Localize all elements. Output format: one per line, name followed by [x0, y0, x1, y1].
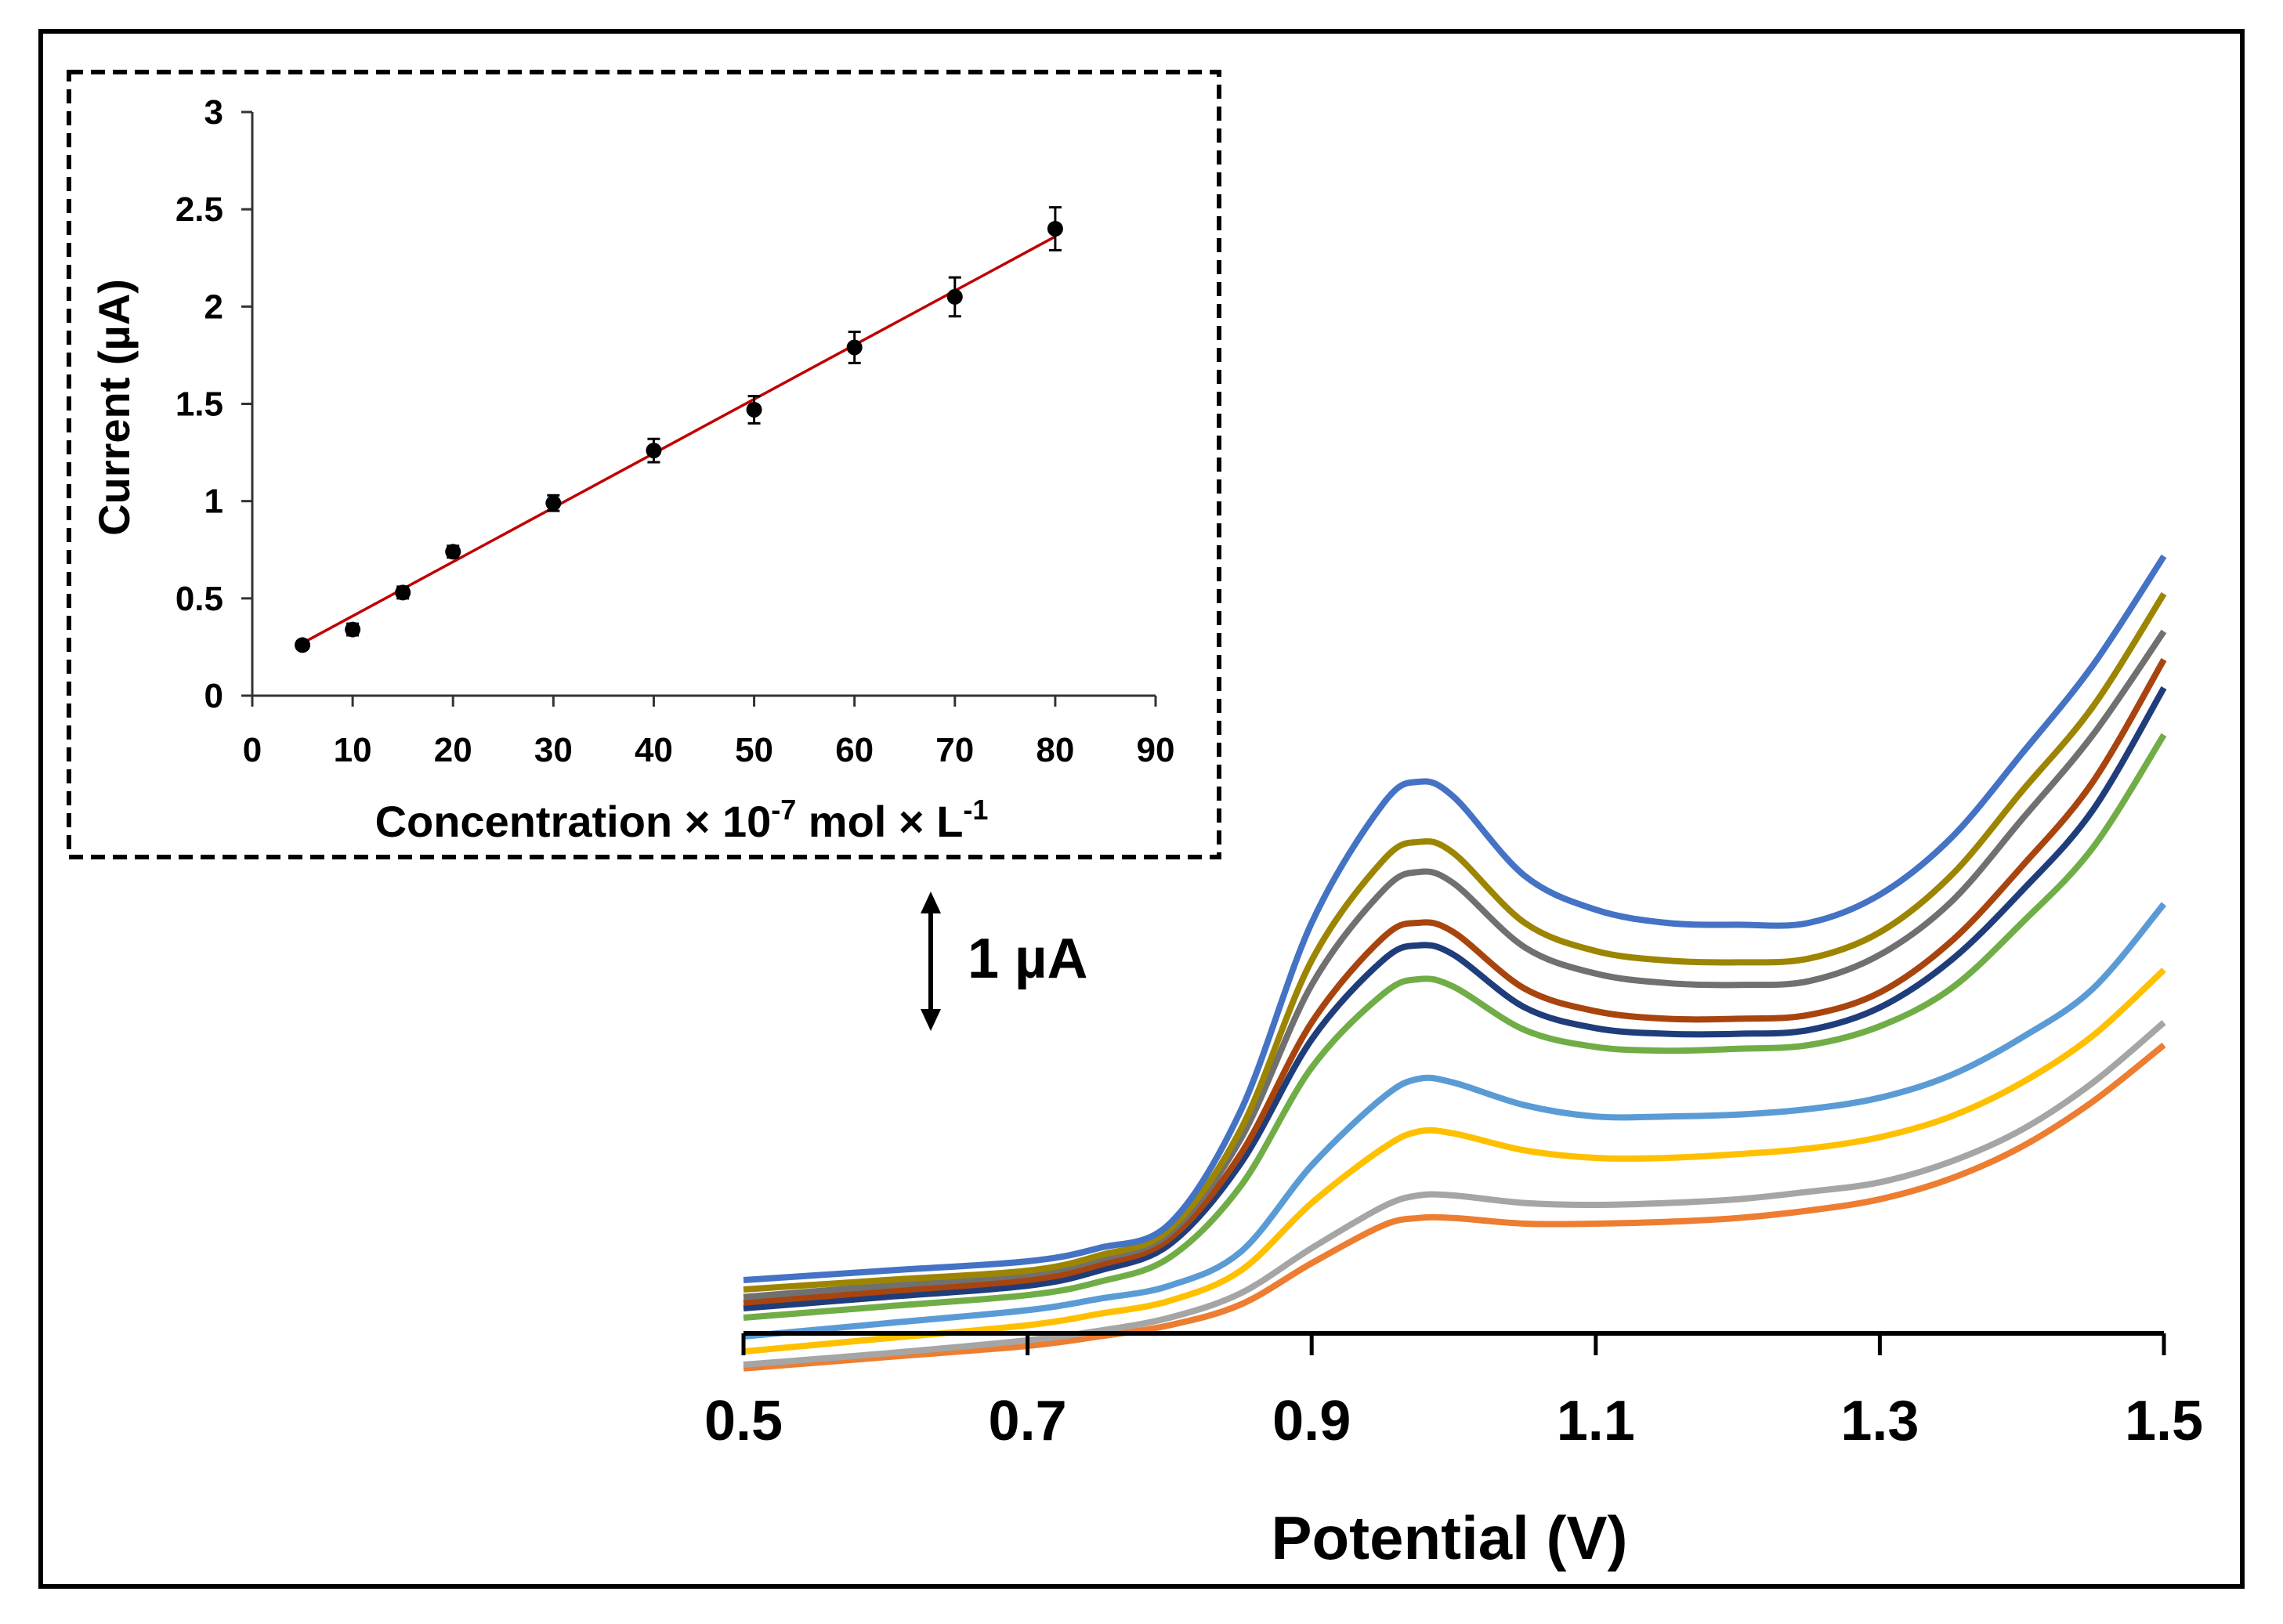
- inset-x-title-base: Concentration × 10: [375, 797, 772, 846]
- inset-x-tick-label: 40: [635, 731, 673, 769]
- inset-fit-line: [302, 235, 1056, 645]
- inset-x-tick-label: 20: [434, 731, 472, 769]
- inset-x-tick-label: 0: [243, 731, 262, 769]
- inset-x-title-mid: mol × L: [796, 797, 963, 846]
- main-x-tick-label: 1.3: [1840, 1390, 1919, 1452]
- inset-x-tick-label: 90: [1137, 731, 1175, 769]
- voltammogram-series-60: [743, 629, 2167, 1300]
- inset-x-tick-label: 10: [334, 731, 372, 769]
- main-x-tick-label: 0.9: [1272, 1390, 1351, 1452]
- inset-y-tick-label: 1.5: [175, 385, 223, 424]
- inset-data-point: [545, 495, 562, 512]
- inset-data-points: [295, 206, 1063, 653]
- main-x-tick-label: 1.1: [1557, 1390, 1635, 1452]
- inset-data-point: [345, 621, 361, 638]
- inset-data-point: [846, 339, 863, 356]
- main-x-ticks: [741, 1333, 2166, 1355]
- inset-border: [67, 70, 1221, 859]
- scale-bar-arrow-up-icon: [921, 892, 941, 913]
- inset-data-point: [646, 443, 662, 459]
- inset-x-tick-label: 30: [534, 731, 573, 769]
- voltammogram-series-70: [743, 591, 2167, 1293]
- main-x-axis-title: Potential (V): [1271, 1503, 1627, 1572]
- inset-data-point: [946, 288, 963, 305]
- inset-x-tick-labels: 0 10 20 30 40 50 60 70 80 90: [243, 731, 1175, 769]
- voltammogram-series-30: [743, 732, 2167, 1321]
- inset-x-title-exp2: -1: [963, 794, 988, 826]
- inset-data-point: [395, 584, 411, 601]
- inset-x-ticks: [251, 696, 1157, 707]
- inset-x-tick-label: 70: [935, 731, 974, 769]
- voltammogram-series-5: [743, 1042, 2166, 1372]
- inset-y-tick-label: 2: [204, 288, 223, 326]
- inset-y-tick-label: 2.5: [175, 190, 223, 229]
- inset-x-tick-label: 60: [835, 731, 874, 769]
- inset-data-point: [295, 637, 311, 653]
- voltammogram-series-80: [743, 554, 2167, 1283]
- inset-y-tick-label: 1: [204, 483, 223, 521]
- inset-y-tick-label: 0: [204, 677, 223, 715]
- voltammogram-series-40: [743, 685, 2167, 1311]
- inset-x-title-exp1: -7: [771, 794, 796, 826]
- inset-data-point: [445, 544, 461, 560]
- inset-y-tick-label: 0.5: [175, 580, 223, 618]
- inset-regression-line: [302, 235, 1056, 645]
- inset-data-point: [746, 401, 762, 418]
- inset-x-tick-label: 50: [735, 731, 773, 769]
- voltammogram-series-50: [743, 657, 2167, 1306]
- inset-y-tick-labels: 0 0.5 1 1.5 2 2.5 3: [175, 93, 223, 715]
- inset-x-axis-title: Concentration × 10-7 mol × L-1: [375, 794, 989, 846]
- inset-y-ticks: [241, 110, 252, 697]
- inset-y-tick-label: 3: [204, 93, 223, 132]
- inset-y-axis-title: Current (µA): [89, 279, 139, 536]
- scale-bar: 1 µA: [921, 892, 1088, 1031]
- scale-bar-arrow-down-icon: [921, 1009, 941, 1031]
- main-voltammogram: 0.5 0.7 0.9 1.1 1.3 1.5 Potential (V) 1 …: [704, 554, 2203, 1572]
- inset-calibration-plot: 0 0.5 1 1.5 2 2.5 3 0 10 20 30 40 50 60 …: [67, 70, 1221, 859]
- inset-x-tick-label: 80: [1036, 731, 1074, 769]
- main-x-tick-label: 0.5: [704, 1390, 783, 1452]
- voltammogram-series-15: [743, 968, 2166, 1355]
- voltammogram-series-20: [743, 902, 2167, 1340]
- main-x-tick-label: 0.7: [989, 1390, 1067, 1452]
- main-x-tick-labels: 0.5 0.7 0.9 1.1 1.3 1.5: [704, 1390, 2203, 1452]
- scale-bar-label: 1 µA: [968, 928, 1088, 990]
- main-x-tick-label: 1.5: [2125, 1390, 2203, 1452]
- inset-data-point: [1047, 221, 1063, 237]
